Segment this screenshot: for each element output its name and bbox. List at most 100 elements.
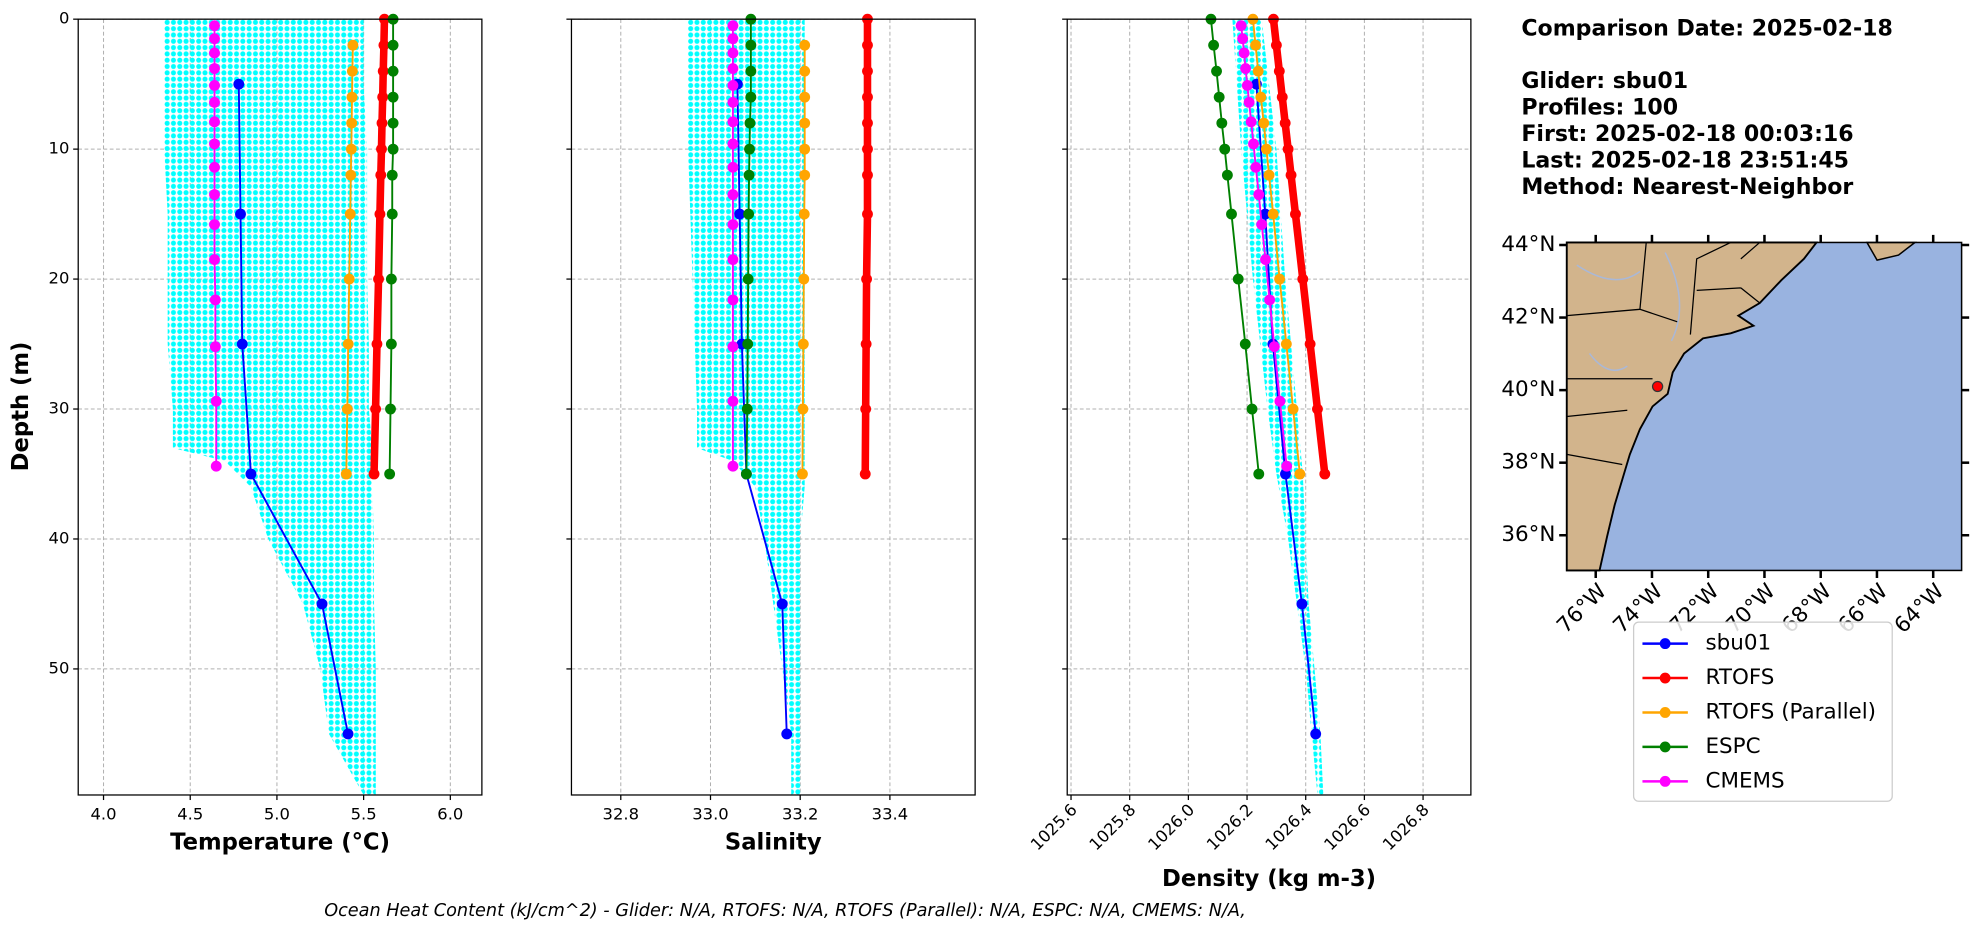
profile-point (727, 161, 739, 173)
profile-point (799, 39, 811, 51)
profile-point (376, 117, 388, 129)
x-tick-label: 4.0 (91, 805, 117, 824)
profile-point (1255, 91, 1267, 103)
profile-point (375, 169, 387, 181)
profile-point (341, 403, 353, 415)
profile-point (1296, 598, 1308, 610)
profile-point (1216, 117, 1228, 129)
profile-point (744, 117, 756, 129)
profile-point (387, 65, 399, 77)
glider-position (1651, 380, 1664, 393)
profile-point (1221, 169, 1233, 181)
profile-point (342, 338, 354, 350)
profile-point (1240, 63, 1252, 74)
x-tick-label: 33.4 (872, 805, 908, 824)
profile-point (1258, 117, 1270, 129)
profile-point (209, 138, 220, 150)
legend-label: CMEMS (1706, 768, 1785, 793)
lat-label: 42°N (1501, 305, 1555, 330)
profile-point (209, 33, 220, 45)
profile-point (727, 189, 739, 201)
x-tick-label: 6.0 (437, 805, 463, 824)
profile-point (862, 208, 873, 220)
x-tick-label: 4.5 (177, 805, 203, 824)
info-line: Method: Nearest-Neighbor (1521, 175, 1853, 200)
lat-label: 36°N (1501, 522, 1555, 547)
profile-point (384, 468, 396, 480)
profile-point (370, 403, 382, 415)
profile-point (209, 80, 220, 91)
profile-point (727, 138, 739, 150)
profile-point (743, 208, 755, 220)
profile-point (1252, 65, 1264, 77)
profile-point (1280, 338, 1292, 350)
legend-label: RTOFS (Parallel) (1706, 699, 1877, 724)
profile-point (862, 169, 873, 181)
profile-point (727, 254, 739, 266)
profile-point (799, 117, 811, 129)
y-tick-label: 30 (49, 399, 70, 418)
profile-point (727, 395, 739, 407)
profile-point (1270, 39, 1282, 51)
plot-frame (1066, 18, 1472, 796)
profile-point (1248, 138, 1259, 150)
profile-point (209, 341, 221, 353)
profile-point (797, 403, 809, 415)
profile-point (862, 65, 873, 77)
profile-point (1260, 254, 1271, 266)
x-tick-label: 32.8 (603, 805, 639, 824)
profile-point (373, 273, 384, 285)
profile-point (798, 208, 810, 220)
legend (1632, 621, 1893, 802)
profile-point (860, 338, 872, 350)
profile-point (740, 468, 752, 480)
profile-point (377, 65, 389, 77)
profile-point (1243, 96, 1255, 108)
profile-point (1250, 39, 1261, 51)
profile-point (799, 169, 811, 181)
profile-point (744, 143, 755, 155)
profile-point (236, 338, 248, 350)
profile-point (346, 91, 358, 103)
rivers (1576, 252, 1681, 371)
profile-point (1312, 403, 1323, 415)
y-tick-label: 40 (49, 528, 70, 547)
info-line: Comparison Date: 2025-02-18 (1521, 16, 1892, 41)
profile-point (385, 338, 397, 350)
profile-point (387, 91, 399, 103)
profile-point (734, 208, 746, 220)
profile-point (1319, 468, 1331, 480)
profile-point (1297, 273, 1309, 285)
profile-point (727, 219, 739, 230)
lat-label: 40°N (1501, 377, 1555, 402)
profile-point (741, 403, 753, 415)
legend-label: sbu01 (1706, 631, 1772, 656)
profile-point (377, 91, 389, 103)
profile-point (210, 460, 222, 472)
profile-point (1260, 143, 1272, 155)
profile-point (781, 728, 793, 740)
info-line: Last: 2025-02-18 23:51:45 (1521, 149, 1849, 174)
profile-point (1274, 395, 1286, 407)
profile-point (860, 403, 872, 415)
profile-point (1241, 80, 1253, 91)
profile-point (387, 143, 399, 155)
profile-point (1253, 468, 1265, 480)
profile-point (727, 63, 739, 74)
profile-point (378, 39, 390, 51)
x-tick-label: 5.0 (264, 805, 290, 824)
profile-point (1232, 273, 1244, 285)
profile-point (745, 91, 757, 103)
profile-point (1281, 460, 1293, 472)
profile-line (1255, 84, 1317, 735)
profile-point (387, 39, 399, 51)
x-tick-label: 33.0 (692, 805, 728, 824)
profile-point (1213, 91, 1225, 103)
profile-point (1268, 341, 1280, 353)
profile-point (861, 273, 873, 285)
profile-point (344, 208, 356, 220)
x-axis-label: Salinity (725, 829, 822, 855)
profile-point (346, 65, 358, 77)
profile-point (209, 219, 220, 230)
